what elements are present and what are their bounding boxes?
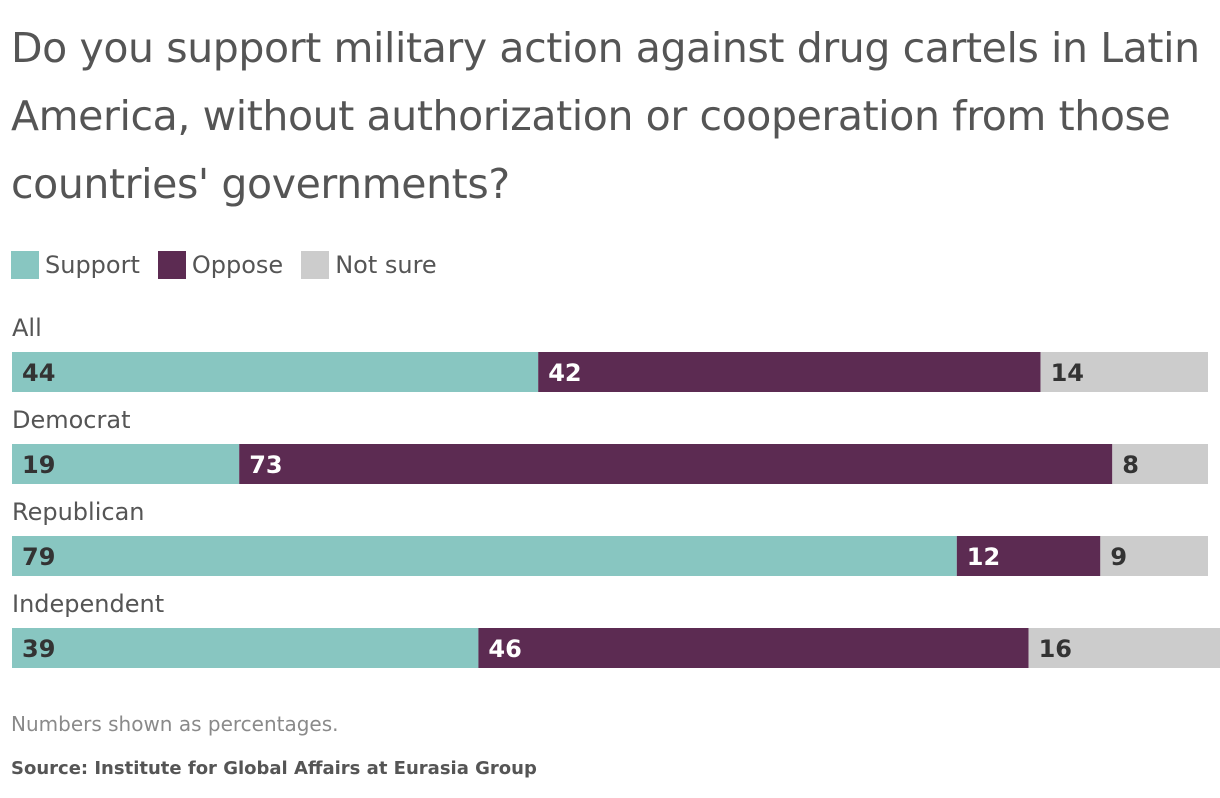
chart-title: Do you support military action against d… — [11, 24, 1200, 208]
category-label-republican: Republican — [12, 498, 145, 526]
legend-item-oppose: Oppose — [157, 251, 284, 279]
legend-item-support: Support — [11, 251, 140, 279]
data-label-all-support: 44 — [22, 359, 55, 387]
legend-item-not-sure: Not sure — [301, 251, 437, 279]
bar-independent-support — [12, 628, 479, 668]
bar-democrat-not-sure — [1112, 444, 1208, 484]
data-label-all-not-sure: 14 — [1051, 359, 1084, 387]
legend-label-not-sure: Not sure — [335, 251, 437, 279]
data-label-all-oppose: 42 — [548, 359, 581, 387]
stacked-bar-chart: All 44 42 14 Democrat 19 73 8 Republican 79 12 9 Ind… — [12, 314, 1220, 668]
category-label-all: All — [12, 314, 42, 342]
category-label-democrat: Democrat — [12, 406, 131, 434]
data-label-republican-oppose: 12 — [967, 543, 1000, 571]
data-label-democrat-oppose: 73 — [249, 451, 282, 479]
data-label-democrat-not-sure: 8 — [1122, 451, 1139, 479]
legend-swatch-support — [11, 251, 39, 279]
category-label-independent: Independent — [12, 590, 164, 618]
bar-republican-not-sure — [1100, 536, 1208, 576]
data-label-independent-not-sure: 16 — [1039, 635, 1072, 663]
data-label-democrat-support: 19 — [22, 451, 55, 479]
legend-swatch-not-sure — [301, 251, 330, 279]
data-label-republican-support: 79 — [22, 543, 55, 571]
legend-label-support: Support — [45, 251, 140, 279]
bar-all-oppose — [538, 352, 1041, 392]
chart-legend: Support Oppose Not sure — [11, 250, 455, 280]
legend-swatch-oppose — [157, 251, 186, 279]
bar-democrat-oppose — [239, 444, 1113, 484]
chart-note: Numbers shown as percentages. — [11, 712, 339, 736]
bar-all-not-sure — [1040, 352, 1208, 392]
data-label-independent-support: 39 — [22, 635, 55, 663]
bar-independent-not-sure — [1028, 628, 1220, 668]
bar-all-support — [12, 352, 539, 392]
bar-republican-support — [12, 536, 957, 576]
legend-label-oppose: Oppose — [191, 251, 284, 279]
bar-independent-oppose — [478, 628, 1029, 668]
chart-source: Source: Institute for Global Affairs at … — [11, 758, 537, 779]
bar-republican-oppose — [956, 536, 1101, 576]
data-label-independent-oppose: 46 — [488, 635, 521, 663]
data-label-republican-not-sure: 9 — [1110, 543, 1127, 571]
bar-democrat-support — [12, 444, 240, 484]
